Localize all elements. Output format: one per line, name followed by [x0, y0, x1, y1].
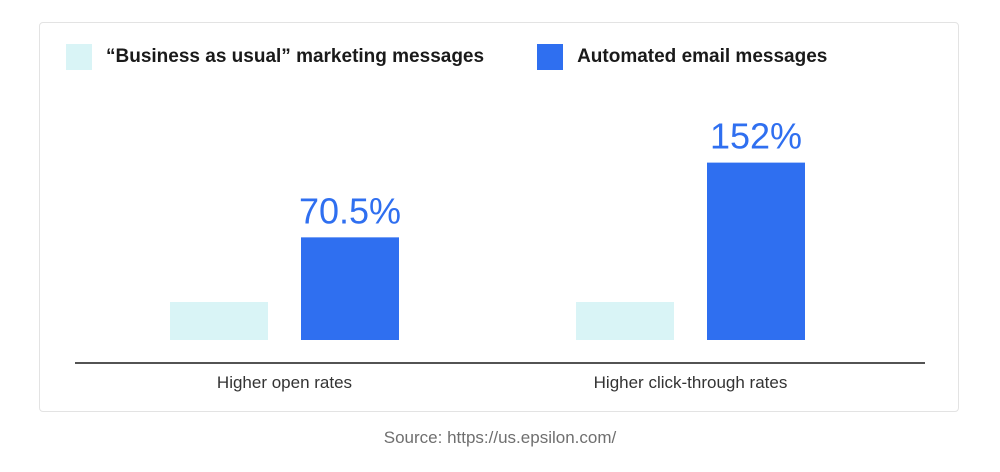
data-label-automated-click-through-rates: 152% — [710, 116, 802, 157]
legend-swatch-automated — [537, 44, 564, 70]
chart-card — [39, 22, 959, 412]
chart-legend: “Business as usual” marketing messages A… — [66, 43, 880, 71]
bar-automated-click-through-rates — [707, 162, 805, 340]
source-note: Source: https://us.epsilon.com/ — [383, 428, 617, 447]
bar-business-as-usual-click-through-rates — [576, 302, 674, 340]
legend-item-business-as-usual: “Business as usual” marketing messages — [66, 44, 484, 70]
legend-label-business-as-usual: “Business as usual” marketing messages — [106, 46, 485, 67]
data-label-automated-open-rates: 70.5% — [299, 190, 401, 231]
legend-item-automated: Automated email messages — [537, 44, 827, 70]
category-label-open-rates: Higher open rates — [217, 373, 352, 392]
legend-swatch-business-as-usual — [66, 44, 92, 70]
legend-label-automated: Automated email messages — [577, 46, 828, 67]
category-label-click-through-rates: Higher click-through rates — [594, 373, 788, 392]
bar-business-as-usual-open-rates — [170, 302, 268, 340]
bar-automated-open-rates — [301, 237, 399, 340]
